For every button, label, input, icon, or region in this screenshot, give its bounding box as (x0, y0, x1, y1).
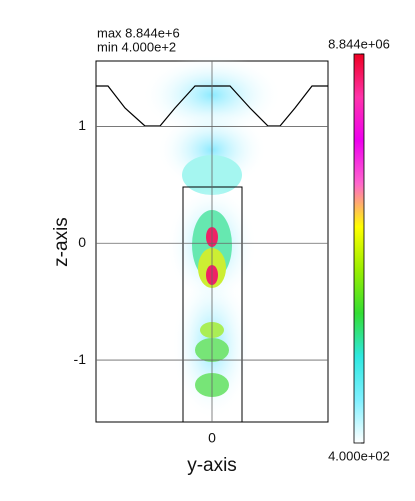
x-axis-label: y-axis (187, 455, 237, 476)
x-tick-label: 0 (208, 430, 216, 446)
y-axis-label: z-axis (51, 217, 72, 267)
colorbar (353, 53, 365, 444)
waveguide-outline (182, 186, 243, 423)
y-tick-label: -1 (74, 351, 87, 367)
min-label: min 4.000e+2 (97, 39, 176, 54)
colorbar-label: 8.844e+06 (328, 36, 390, 51)
surface-profile (96, 85, 328, 127)
y-tick-label: 1 (78, 117, 86, 133)
y-tick-label: 0 (78, 234, 86, 250)
colorbar-label: 4.000e+02 (328, 448, 390, 463)
max-label: max 8.844e+6 (97, 25, 180, 40)
